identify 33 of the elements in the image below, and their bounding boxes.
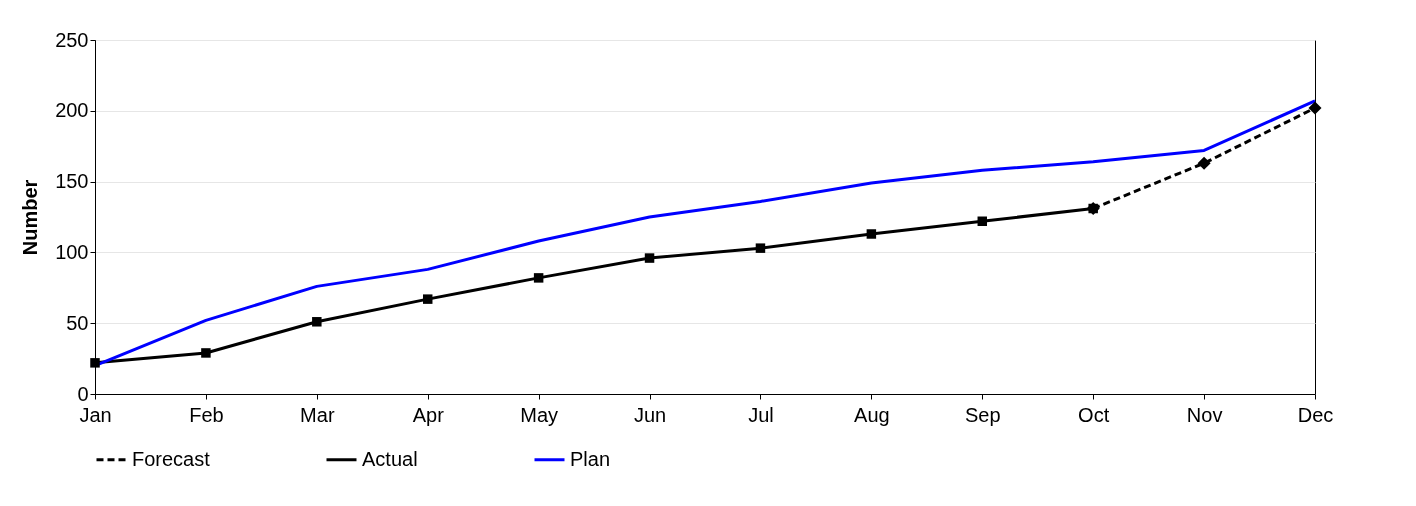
point — [90, 358, 100, 368]
x-tick-label: Jul — [748, 403, 774, 426]
x-tick-label: Oct — [1078, 403, 1110, 426]
point — [312, 317, 322, 327]
legend-label: Forecast — [132, 447, 211, 470]
x-tick-label: Aug — [854, 403, 890, 426]
x-tick-label: Sep — [964, 403, 1001, 426]
y-tick-label: 200 — [55, 99, 89, 122]
y-tick-label: 50 — [66, 311, 89, 334]
x-tick-label: Apr — [412, 403, 445, 426]
point — [422, 294, 433, 304]
y-tick-label: 250 — [55, 28, 89, 51]
point — [1308, 101, 1322, 115]
x-tick-label: Feb — [189, 403, 224, 426]
y-axis-title: Number — [19, 179, 42, 256]
x-tick-label: Nov — [1186, 403, 1223, 426]
y-tick-label: 0 — [77, 382, 89, 405]
point — [1197, 156, 1211, 170]
y-tick-label: 150 — [55, 170, 89, 193]
point — [866, 229, 877, 239]
x-tick-label: May — [520, 403, 559, 426]
x-tick-label: Dec — [1297, 403, 1334, 426]
point — [644, 253, 655, 263]
point — [755, 243, 766, 253]
legend-label: Plan — [570, 447, 611, 470]
point — [533, 273, 544, 283]
x-tick-label: Jan — [79, 403, 112, 426]
x-tick-label: Jun — [633, 403, 667, 426]
point — [977, 216, 988, 226]
legend-label: Actual — [362, 447, 418, 470]
point — [201, 348, 211, 358]
y-tick-label: 100 — [55, 240, 89, 263]
x-tick-label: Mar — [300, 403, 335, 426]
